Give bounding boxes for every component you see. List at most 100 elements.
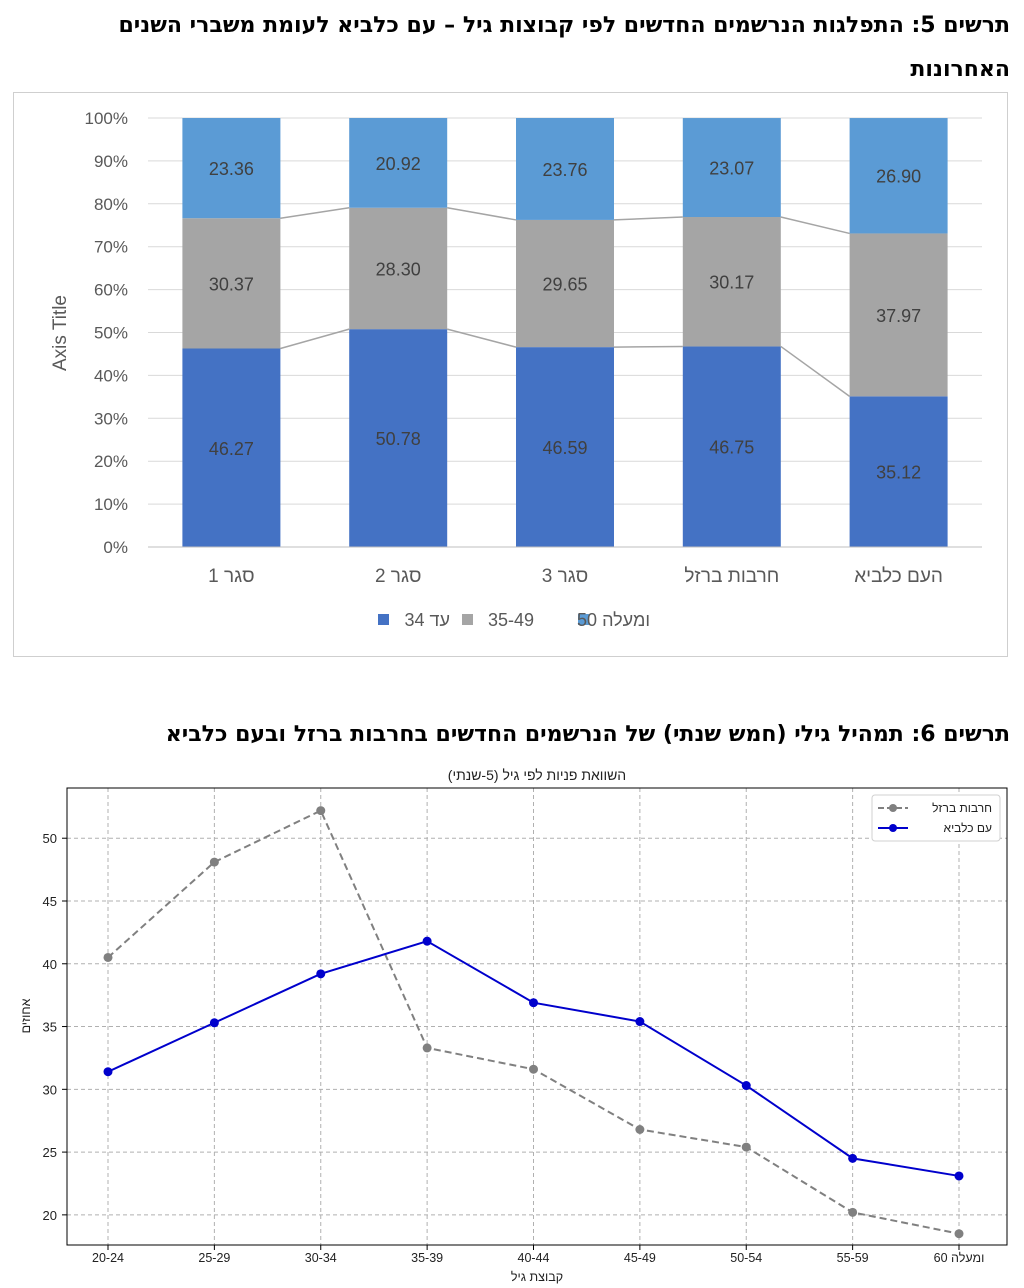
chart-title: השוואת פניות לפי גיל (5-שנתי) xyxy=(448,767,626,783)
data-point xyxy=(209,1018,219,1028)
bar-segment xyxy=(516,118,614,220)
data-label: 28.30 xyxy=(376,259,421,279)
data-point xyxy=(529,1064,538,1074)
y-tick-label: 10% xyxy=(94,495,128,514)
bar-segment xyxy=(349,207,448,330)
legend-swatch xyxy=(378,614,389,625)
figure6-heading: תרשים 6: תמהיל גילי (חמש שנתי) של הנרשמי… xyxy=(165,722,1010,747)
bar-segment xyxy=(682,217,781,347)
x-tick-label: סגר 2 xyxy=(375,566,422,587)
data-point xyxy=(529,998,538,1008)
y-tick-label: 20% xyxy=(94,452,128,471)
data-label: 30.17 xyxy=(709,273,754,293)
series-line xyxy=(613,216,683,221)
y-tick-label: 45 xyxy=(43,894,57,909)
figure5-frame xyxy=(13,92,1008,657)
data-point xyxy=(741,1142,751,1152)
series-line xyxy=(780,216,850,235)
y-tick-label: 30 xyxy=(43,1082,57,1097)
data-label: 20.92 xyxy=(376,154,421,174)
legend-box xyxy=(871,794,1001,842)
bar-segment xyxy=(682,346,781,547)
x-tick-label: 25-29 xyxy=(198,1251,230,1265)
data-label: 23.76 xyxy=(542,160,587,180)
data-point xyxy=(635,1124,645,1134)
plot-frame xyxy=(66,787,1008,1246)
legend-swatch xyxy=(578,614,589,625)
bar-segment xyxy=(182,348,281,547)
data-label: 26.90 xyxy=(876,167,921,187)
data-point xyxy=(103,1067,113,1077)
data-label: 50.78 xyxy=(376,429,421,449)
x-tick-label: 40-44 xyxy=(518,1251,550,1265)
y-tick-label: 0% xyxy=(103,538,128,557)
data-label: 46.75 xyxy=(709,438,754,458)
data-label: 46.27 xyxy=(209,439,254,459)
y-axis-title: אחוזים xyxy=(19,998,33,1033)
x-tick-label: 60 ומעלה xyxy=(934,1251,985,1265)
data-label: 23.36 xyxy=(209,159,254,179)
series-line xyxy=(280,328,350,350)
bar-segment xyxy=(849,233,948,397)
x-tick-label: 35-39 xyxy=(411,1251,443,1265)
figure5-heading: תרשים 5: התפלגות הנרשמים החדשים לפי קבוצ… xyxy=(118,13,1010,82)
y-tick-label: 40 xyxy=(43,957,57,972)
series-line xyxy=(780,345,851,397)
series-line xyxy=(447,207,517,221)
series-line xyxy=(447,328,517,348)
x-tick-label: סגר 1 xyxy=(208,566,255,587)
data-point xyxy=(741,1081,751,1091)
y-tick-label: 80% xyxy=(94,195,128,214)
y-tick-label: 40% xyxy=(94,366,128,385)
x-tick-label: 30-34 xyxy=(305,1251,337,1265)
data-point xyxy=(954,1229,964,1239)
bar-segment xyxy=(182,218,281,349)
x-tick-label: העם כלביא xyxy=(854,566,943,587)
y-tick-label: 35 xyxy=(43,1020,57,1035)
bar-segment xyxy=(516,347,614,547)
data-label: 29.65 xyxy=(542,275,587,295)
data-point xyxy=(954,1171,964,1181)
legend-marker xyxy=(889,804,897,812)
x-tick-label: סגר 3 xyxy=(542,566,589,587)
stacked-bar-chart: 0% 10% 20% 30% 40% 50% 60% 70% 80% 90% 100% Axis Ti… xyxy=(50,109,982,630)
bar-segment xyxy=(182,118,281,219)
y-tick-label: 30% xyxy=(94,409,128,428)
x-tick-label: 50-54 xyxy=(730,1251,762,1265)
x-tick-label: חרבות ברזל xyxy=(684,566,779,587)
data-label: 35.12 xyxy=(876,463,921,483)
data-point xyxy=(848,1153,858,1163)
data-label: 37.97 xyxy=(876,306,921,326)
y-tick-label: 20 xyxy=(43,1208,57,1223)
legend-label: חרבות ברזל xyxy=(932,801,992,815)
y-tick-label: 60% xyxy=(94,281,128,300)
y-tick-label: 25 xyxy=(43,1145,57,1160)
y-tick-label: 100% xyxy=(85,109,128,128)
bar-segment xyxy=(349,329,448,547)
data-point xyxy=(316,806,326,816)
y-tick-label: 90% xyxy=(94,152,128,171)
bar-segment xyxy=(682,118,781,218)
y-tick-label: 50 xyxy=(43,831,57,846)
legend-marker xyxy=(889,824,897,832)
data-point xyxy=(209,857,219,867)
data-point xyxy=(316,969,326,979)
y-tick-label: 70% xyxy=(94,238,128,257)
legend-label: עד 34 xyxy=(405,610,450,630)
y-tick-label: 50% xyxy=(94,324,128,343)
x-tick-label: 45-49 xyxy=(624,1251,656,1265)
data-point xyxy=(635,1017,645,1027)
data-label: 30.37 xyxy=(209,274,254,294)
legend-label: עם כלביא xyxy=(944,821,992,835)
series-line xyxy=(613,345,683,348)
data-point xyxy=(848,1207,858,1217)
series-line xyxy=(280,207,350,219)
data-label: 46.59 xyxy=(542,438,587,458)
bar-segment xyxy=(849,118,948,234)
bar-segment xyxy=(849,396,948,547)
x-tick-label: 55-59 xyxy=(837,1251,869,1265)
data-label: 23.07 xyxy=(709,159,754,179)
x-axis-title: קבוצת גיל xyxy=(511,1270,563,1284)
data-point xyxy=(422,1043,432,1053)
